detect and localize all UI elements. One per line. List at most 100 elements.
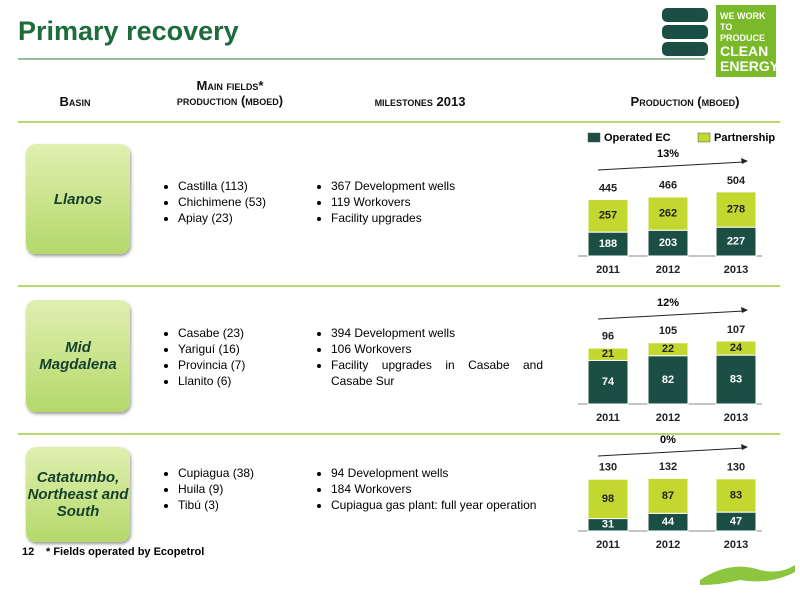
milestone: Facility upgrades (331, 210, 543, 226)
field: Cupiagua (38) (178, 465, 318, 481)
x-tick-label: 2013 (724, 539, 748, 551)
growth-label: 12% (657, 297, 679, 309)
total-label: 105 (659, 325, 677, 337)
x-tick-label: 2012 (656, 412, 680, 424)
bar-segment (715, 191, 757, 228)
fields-list: Casabe (23)Yariguí (16)Provincia (7)Llan… (160, 325, 318, 389)
data-label: 21 (602, 348, 614, 360)
data-label: 74 (602, 376, 615, 388)
x-tick-label: 2012 (656, 539, 680, 551)
bar-segment (647, 477, 689, 514)
data-label: 22 (662, 343, 674, 355)
data-label: 257 (599, 210, 617, 222)
legend-label: Partnership (714, 132, 775, 144)
total-label: 132 (659, 461, 677, 473)
growth-label: 0% (660, 434, 676, 446)
milestone: 94 Development wells (331, 465, 543, 481)
bar-segment (587, 478, 629, 520)
bar-segment (587, 347, 629, 361)
growth-arrowhead (741, 158, 748, 164)
growth-arrowhead (741, 444, 748, 450)
col-header: milestones 2013 (374, 94, 466, 109)
total-label: 445 (599, 182, 617, 194)
legend-swatch (697, 132, 711, 143)
milestone: Cupiagua gas plant: full year operation (331, 497, 543, 513)
total-label: 504 (727, 175, 746, 187)
field: Apiay (23) (178, 210, 318, 226)
data-label: 278 (727, 203, 745, 215)
x-tick-label: 2011 (596, 412, 620, 424)
data-label: 24 (730, 342, 743, 354)
logo-line: ENERGY (720, 58, 780, 74)
data-label: 82 (662, 374, 674, 386)
data-label: 87 (662, 490, 674, 502)
logo-line: TO PRODUCE (720, 22, 766, 43)
field: Casabe (23) (178, 325, 318, 341)
iguana (700, 565, 795, 585)
icon-stack (662, 8, 708, 56)
total-label: 107 (727, 324, 745, 336)
total-label: 466 (659, 180, 677, 192)
field: Tibú (3) (178, 497, 318, 513)
bar-segment (715, 340, 757, 356)
data-label: 227 (727, 235, 745, 247)
logo: WE WORK TO PRODUCE CLEAN ENERGY (716, 5, 780, 77)
x-tick-label: 2012 (656, 264, 680, 276)
x-tick-label: 2011 (596, 264, 620, 276)
x-tick-label: 2013 (724, 412, 748, 424)
bar-segment (587, 198, 629, 233)
growth-arrowhead (741, 307, 748, 313)
field: Provincia (7) (178, 357, 318, 373)
growth-label: 13% (657, 148, 679, 160)
field: Chichimene (53) (178, 194, 318, 210)
fields-list: Cupiagua (38)Huila (9)Tibú (3) (160, 465, 318, 513)
col-header-line: production (mboed) (176, 93, 284, 108)
x-tick-label: 2011 (596, 539, 620, 551)
bar-segment (647, 196, 689, 231)
bar-segment (647, 342, 689, 357)
basin-box: Mid Magdalena (26, 300, 130, 412)
data-label: 188 (599, 238, 617, 250)
x-tick-label: 2013 (724, 264, 748, 276)
bar-segment (647, 229, 689, 257)
data-label: 83 (730, 373, 742, 385)
bar-segment (715, 354, 757, 405)
col-header-line: Main fields* (196, 78, 264, 93)
data-label: 203 (659, 237, 677, 249)
data-label: 44 (662, 516, 675, 528)
field: Llanito (6) (178, 373, 318, 389)
col-header: Production (mboed) (630, 94, 740, 109)
footnote: * Fields operated by Ecopetrol (46, 546, 205, 558)
milestones-list: 94 Development wells184 WorkoversCupiagu… (313, 465, 543, 513)
page-number: 12 (22, 546, 35, 558)
growth-arrow (597, 310, 745, 320)
milestone: 119 Workovers (331, 194, 543, 210)
growth-arrow (597, 447, 745, 457)
logo-line: CLEAN (720, 43, 769, 59)
basin-box: Llanos (26, 144, 130, 254)
basin-box: Catatumbo, Northeast and South (26, 447, 130, 542)
logo-line: WE WORK (720, 11, 766, 21)
total-label: 96 (602, 330, 614, 342)
total-label: 130 (727, 462, 745, 474)
field: Castilla (113) (178, 178, 318, 194)
milestones-list: 367 Development wells119 WorkoversFacili… (313, 178, 543, 226)
milestone: 394 Development wells (331, 325, 543, 341)
bar-segment (647, 355, 689, 405)
growth-arrow (597, 161, 745, 171)
milestone: 184 Workovers (331, 481, 543, 497)
title: Primary recovery (18, 16, 239, 46)
legend-swatch (587, 132, 601, 143)
data-label: 83 (730, 489, 742, 501)
milestone: 106 Workovers (331, 341, 543, 357)
field: Yariguí (16) (178, 341, 318, 357)
data-label: 262 (659, 207, 677, 219)
milestone: 367 Development wells (331, 178, 543, 194)
data-label: 31 (602, 519, 614, 531)
total-label: 130 (599, 462, 617, 474)
field: Huila (9) (178, 481, 318, 497)
data-label: 98 (602, 493, 614, 505)
bar-segment (715, 226, 757, 257)
